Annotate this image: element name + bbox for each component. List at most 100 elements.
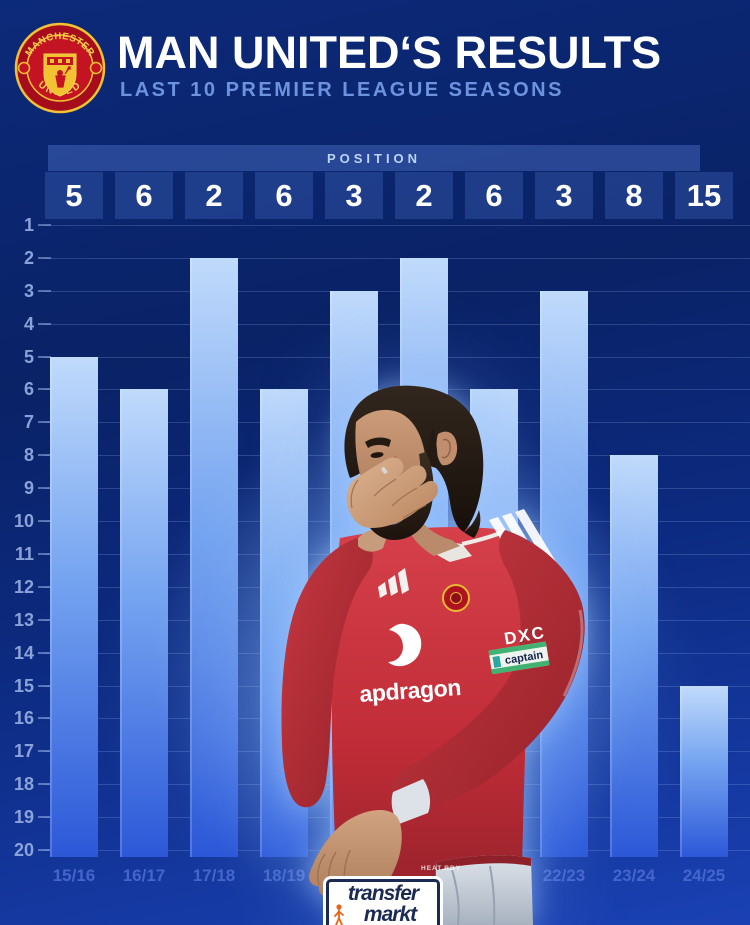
position-tile: 5 xyxy=(45,172,103,219)
y-axis-label: 20 xyxy=(13,839,34,860)
bar-17/18 xyxy=(190,257,238,857)
position-tile: 15 xyxy=(675,172,733,219)
eyebrow xyxy=(365,437,391,448)
ring xyxy=(381,466,388,474)
man-united-crest-icon: MANCHESTER UNITED xyxy=(14,22,106,114)
hair-back-curl xyxy=(464,510,481,538)
page-subtitle: LAST 10 PREMIER LEAGUE SEASONS xyxy=(120,79,564,101)
y-axis-label: 7 xyxy=(23,412,34,433)
y-axis-tick xyxy=(38,224,51,226)
position-tile: 6 xyxy=(255,172,313,219)
shorts-creases xyxy=(451,865,496,925)
watermark-frame: transfer markt xyxy=(326,879,440,925)
y-axis-label: 4 xyxy=(23,313,34,334)
x-axis-label: 15/16 xyxy=(52,866,96,885)
snapdragon-icon xyxy=(388,623,422,667)
y-axis-tick xyxy=(38,454,51,457)
position-tile: 6 xyxy=(465,172,523,219)
position-tile: 2 xyxy=(395,172,453,219)
gridline xyxy=(44,323,750,325)
captain-armband: captain xyxy=(488,641,550,675)
y-axis-label: 15 xyxy=(13,675,34,696)
position-tile: 3 xyxy=(535,172,593,219)
ear-inner xyxy=(441,438,451,459)
y-axis-tick xyxy=(38,256,51,259)
player-photo-bruno-fernandes: apdragon DXC captain xyxy=(281,385,585,925)
position-tile: 8 xyxy=(605,172,663,219)
player-left-arm xyxy=(390,530,585,815)
page-title: MAN UNITED‘S RESULTS xyxy=(117,27,662,78)
shirt-tech-label: HEAT.RDY xyxy=(421,865,461,872)
y-axis-tick xyxy=(38,783,51,786)
y-axis-tick xyxy=(38,750,51,753)
y-axis-label: 13 xyxy=(13,609,34,630)
y-axis-tick xyxy=(38,487,51,490)
shirt-hem xyxy=(436,855,531,870)
y-axis-tick xyxy=(38,585,51,588)
x-axis-label: 23/24 xyxy=(612,866,656,885)
y-axis-tick xyxy=(38,322,51,325)
position-tile: 3 xyxy=(325,172,383,219)
transfermarkt-mascot-icon xyxy=(334,904,344,925)
y-axis-label: 1 xyxy=(23,215,34,235)
y-axis-label: 14 xyxy=(13,642,34,663)
x-axis-label: 24/25 xyxy=(682,866,726,885)
y-axis-label: 5 xyxy=(23,346,34,367)
y-axis-tick xyxy=(38,848,51,851)
watermark-line1: transfer xyxy=(347,882,419,905)
armband-label: captain xyxy=(504,649,544,667)
position-tile: 6 xyxy=(115,172,173,219)
watermark-line2: markt xyxy=(363,903,417,925)
chest-club-crest xyxy=(442,584,470,612)
x-axis-label: 18/19 xyxy=(262,866,306,885)
gridline xyxy=(44,225,750,226)
bar-16/17 xyxy=(120,389,168,857)
y-axis-tick xyxy=(38,552,51,555)
y-axis-label: 2 xyxy=(23,247,34,268)
y-axis-label: 9 xyxy=(23,478,34,499)
y-axis-label: 8 xyxy=(23,445,34,466)
x-axis-label: 22/23 xyxy=(542,866,586,885)
y-axis-tick xyxy=(38,816,51,819)
sideburn xyxy=(427,428,438,468)
x-axis-label: 16/17 xyxy=(122,866,166,885)
y-axis-tick xyxy=(38,355,51,358)
bar-23/24 xyxy=(610,455,658,857)
position-tile: 2 xyxy=(185,172,243,219)
y-axis-tick xyxy=(38,388,51,391)
y-axis-label: 18 xyxy=(13,774,34,795)
y-axis-label: 19 xyxy=(13,807,34,828)
gridline xyxy=(44,290,750,292)
y-axis-tick xyxy=(38,684,51,687)
hand-finger-gaps xyxy=(350,478,427,519)
y-axis-tick xyxy=(38,618,51,621)
y-axis-label: 17 xyxy=(13,741,34,762)
player-right-arm xyxy=(281,536,373,808)
eye xyxy=(370,452,384,458)
y-axis-label: 3 xyxy=(23,280,34,301)
y-axis-label: 12 xyxy=(13,576,34,597)
bar-15/16 xyxy=(50,356,98,857)
y-axis-label: 11 xyxy=(14,543,34,564)
position-band-label: POSITION xyxy=(326,150,422,166)
transfermarkt-watermark: transfer markt xyxy=(323,876,443,925)
gridline xyxy=(44,257,750,259)
gridline xyxy=(44,356,750,358)
y-axis-tick xyxy=(38,651,51,654)
y-axis-tick xyxy=(38,289,51,292)
player-beard xyxy=(370,452,434,540)
adidas-logo xyxy=(378,568,409,598)
position-band: POSITION xyxy=(48,145,700,171)
y-axis-tick xyxy=(38,717,51,720)
y-axis-label: 10 xyxy=(13,511,34,532)
y-axis-label: 6 xyxy=(23,379,34,400)
bar-24/25 xyxy=(680,685,728,857)
y-axis-label: 16 xyxy=(13,708,34,729)
sleeve-cuff xyxy=(391,779,431,824)
y-axis-tick xyxy=(38,520,51,523)
y-axis-tick xyxy=(38,421,51,424)
ear xyxy=(436,431,458,466)
x-axis-label: 17/18 xyxy=(192,866,236,885)
arm-rim-light xyxy=(562,609,584,697)
